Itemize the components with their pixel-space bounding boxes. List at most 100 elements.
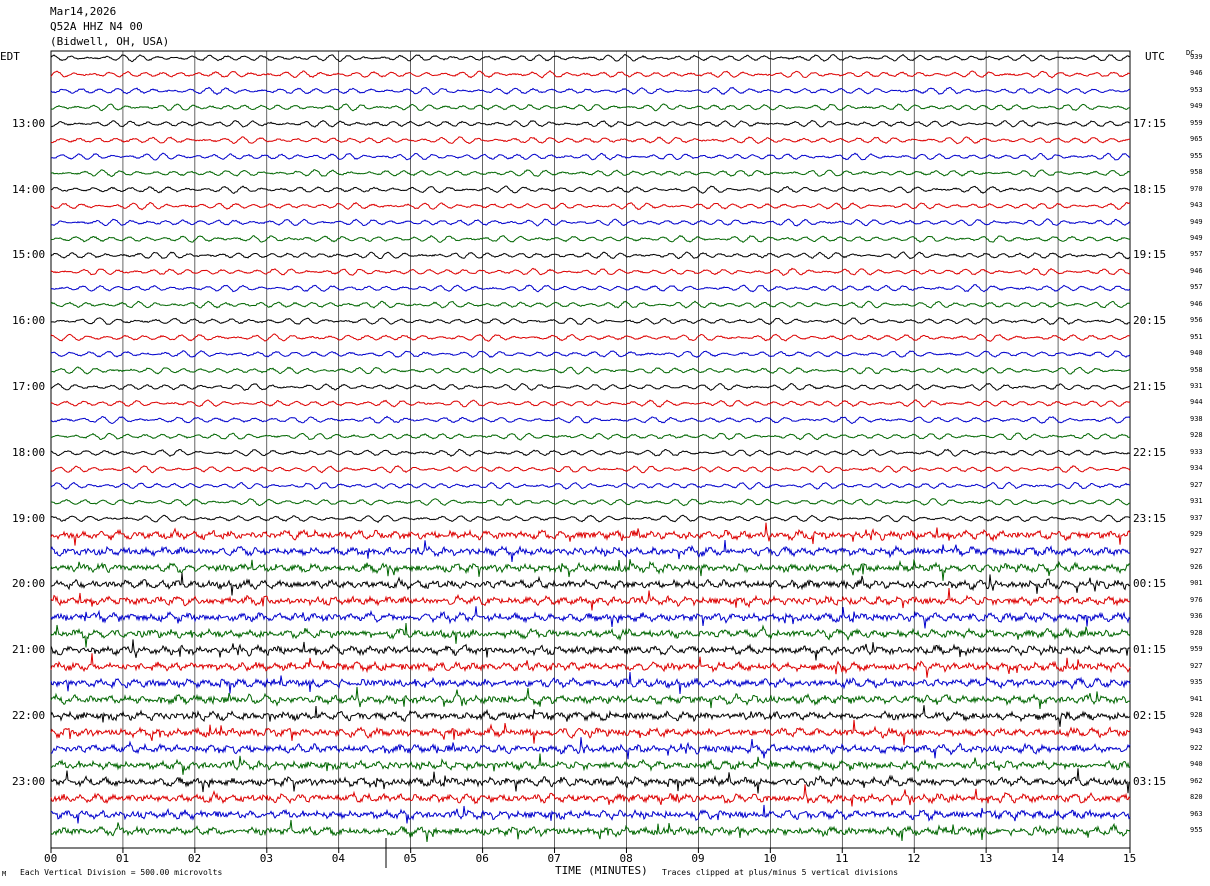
seismic-trace [51, 498, 1131, 507]
utc-hour-label: 02:15 [1133, 709, 1167, 722]
utc-hour-label: 20:15 [1133, 314, 1167, 328]
edt-hour-label: 18:00 [12, 445, 46, 459]
x-tick-label: 15 [1123, 852, 1137, 865]
edt-hour-label: 17:00 [12, 380, 46, 393]
dc-offset-label: 936 [1190, 612, 1203, 621]
left-timezone-label: EDT [0, 50, 20, 63]
dc-offset-label: 931 [1190, 382, 1203, 390]
utc-hour-label: 23:15 [1133, 511, 1167, 525]
utc-hour-label: 01:15 [1133, 643, 1167, 657]
x-tick-label: 06 [475, 852, 489, 865]
x-tick-label: 10 [763, 852, 777, 865]
seismic-trace [50, 514, 1131, 524]
dc-offset-label: 946 [1190, 266, 1203, 275]
dc-offset-label: 956 [1190, 316, 1203, 325]
dc-offset-label: 946 [1190, 299, 1203, 308]
seismic-trace [50, 267, 1131, 276]
dc-offset-label: 940 [1190, 349, 1203, 358]
seismic-trace [50, 399, 1131, 408]
utc-hour-label: 21:15 [1133, 380, 1167, 393]
seismic-trace [50, 705, 1131, 727]
seismic-trace [50, 819, 1131, 843]
dc-offset-label: 949 [1190, 233, 1203, 242]
seismic-trace [50, 69, 1131, 79]
seismic-trace [50, 284, 1131, 293]
x-tick-label: 02 [187, 852, 202, 865]
x-tick-label: 12 [907, 852, 921, 865]
seismic-trace [50, 86, 1131, 96]
dc-offset-label: 958 [1190, 168, 1203, 177]
dc-offset-label: 944 [1190, 398, 1203, 407]
seismic-trace [50, 481, 1131, 490]
seismic-trace [51, 432, 1130, 441]
edt-hour-label: 20:00 [12, 577, 46, 591]
seismic-trace [50, 136, 1131, 145]
x-tick-label: 04 [331, 852, 345, 865]
seismic-trace [50, 300, 1131, 309]
dc-offset-label: 937 [1190, 513, 1203, 522]
dc-offset-label: 939 [1190, 53, 1203, 61]
x-tick-label: 00 [44, 852, 58, 865]
seismic-trace [50, 719, 1131, 746]
seismic-trace [50, 804, 1131, 824]
seismic-trace [50, 201, 1131, 211]
edt-hour-label: 19:00 [12, 511, 46, 525]
seismic-trace [50, 540, 1131, 562]
seismic-trace [50, 686, 1131, 710]
dc-offset-label: 935 [1190, 678, 1203, 687]
x-axis-label: TIME (MINUTES) [555, 864, 648, 877]
scale-note: Each Vertical Division = 500.00 microvol… [20, 868, 223, 877]
dc-offset-label: 943 [1190, 201, 1203, 210]
plot-frame [50, 50, 1131, 849]
seismic-trace [50, 737, 1131, 760]
seismic-trace [50, 382, 1131, 391]
dc-column-label: DC [1186, 49, 1195, 57]
dc-offset-label: 959 [1190, 645, 1203, 654]
dc-offset-label: 963 [1190, 809, 1203, 818]
dc-offset-label: 943 [1190, 727, 1203, 736]
utc-hour-label: 00:15 [1133, 577, 1167, 591]
seismic-trace [51, 185, 1131, 194]
seismic-trace [50, 103, 1131, 112]
seismic-trace [50, 152, 1131, 161]
dc-offset-label: 820 [1190, 793, 1203, 802]
x-tick-label: 05 [403, 852, 417, 865]
seismic-trace [50, 522, 1131, 546]
dc-offset-label: 927 [1190, 546, 1203, 555]
x-tick-label: 07 [547, 852, 561, 865]
dc-offset-label: 953 [1190, 85, 1203, 94]
dc-offset-label: 938 [1190, 414, 1203, 423]
dc-offset-label: 959 [1190, 118, 1203, 127]
seismic-trace [50, 119, 1130, 128]
dc-offset-label: 931 [1190, 497, 1203, 506]
x-tick-label: 14 [1051, 852, 1065, 865]
dc-offset-label: 946 [1190, 69, 1203, 78]
x-tick-label: 11 [835, 852, 849, 865]
seismic-trace [50, 753, 1131, 775]
seismic-trace [50, 415, 1131, 425]
edt-hour-label: 16:00 [12, 314, 46, 328]
utc-hour-label: 03:15 [1133, 774, 1167, 788]
edt-hour-label: 22:00 [12, 709, 46, 722]
seismic-trace [50, 464, 1131, 474]
dc-offset-label: 933 [1190, 447, 1203, 456]
utc-hour-label: 19:15 [1133, 248, 1167, 262]
station-channel: Q52A HHZ N4 00 [50, 20, 143, 33]
edt-hour-label: 21:00 [12, 643, 46, 657]
dc-offset-label: 928 [1190, 711, 1203, 719]
seismic-trace [50, 572, 1131, 596]
utc-hour-label: 17:15 [1133, 116, 1167, 130]
dc-offset-label: 949 [1190, 102, 1203, 111]
utc-hour-label: 18:15 [1133, 182, 1167, 196]
seismic-trace [50, 53, 1131, 63]
seismic-trace [50, 366, 1131, 375]
dc-offset-label: 955 [1190, 151, 1203, 160]
x-tick-label: 03 [259, 852, 274, 865]
seismic-trace [50, 768, 1131, 794]
seismic-trace [50, 784, 1131, 807]
station-location: (Bidwell, OH, USA) [50, 35, 170, 48]
x-tick-label: 09 [691, 852, 705, 865]
seismic-trace [50, 218, 1131, 227]
edt-hour-label: 15:00 [12, 248, 46, 262]
seismic-trace [50, 448, 1131, 458]
